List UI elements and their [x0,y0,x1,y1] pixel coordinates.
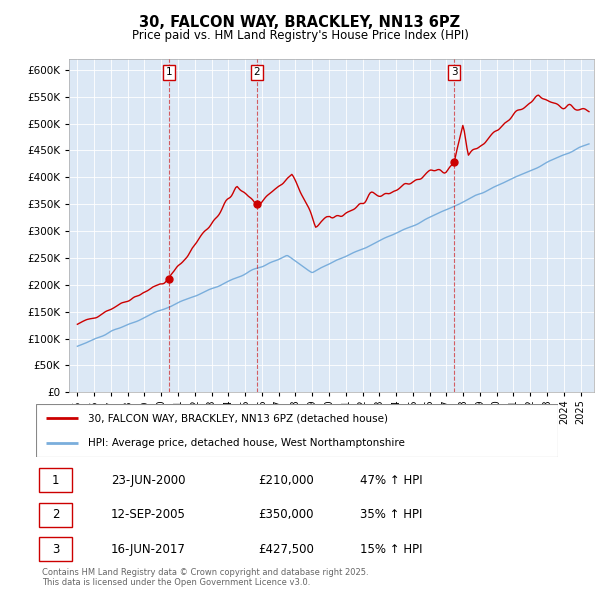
Text: 12-SEP-2005: 12-SEP-2005 [111,508,186,522]
Text: HPI: Average price, detached house, West Northamptonshire: HPI: Average price, detached house, West… [88,438,405,448]
Text: 2: 2 [254,67,260,77]
Text: 3: 3 [451,67,457,77]
Text: 47% ↑ HPI: 47% ↑ HPI [360,474,422,487]
Text: £350,000: £350,000 [258,508,314,522]
Text: 30, FALCON WAY, BRACKLEY, NN13 6PZ (detached house): 30, FALCON WAY, BRACKLEY, NN13 6PZ (deta… [88,414,388,424]
Text: 15% ↑ HPI: 15% ↑ HPI [360,543,422,556]
Text: Contains HM Land Registry data © Crown copyright and database right 2025.
This d: Contains HM Land Registry data © Crown c… [42,568,368,587]
Text: 35% ↑ HPI: 35% ↑ HPI [360,508,422,522]
Text: 23-JUN-2000: 23-JUN-2000 [111,474,185,487]
Text: £210,000: £210,000 [258,474,314,487]
Text: 3: 3 [52,543,59,556]
Text: 1: 1 [52,474,59,487]
Text: 16-JUN-2017: 16-JUN-2017 [111,543,186,556]
Text: Price paid vs. HM Land Registry's House Price Index (HPI): Price paid vs. HM Land Registry's House … [131,30,469,42]
Text: 2: 2 [52,508,59,522]
Text: £427,500: £427,500 [258,543,314,556]
Text: 30, FALCON WAY, BRACKLEY, NN13 6PZ: 30, FALCON WAY, BRACKLEY, NN13 6PZ [139,15,461,30]
Text: 1: 1 [166,67,172,77]
